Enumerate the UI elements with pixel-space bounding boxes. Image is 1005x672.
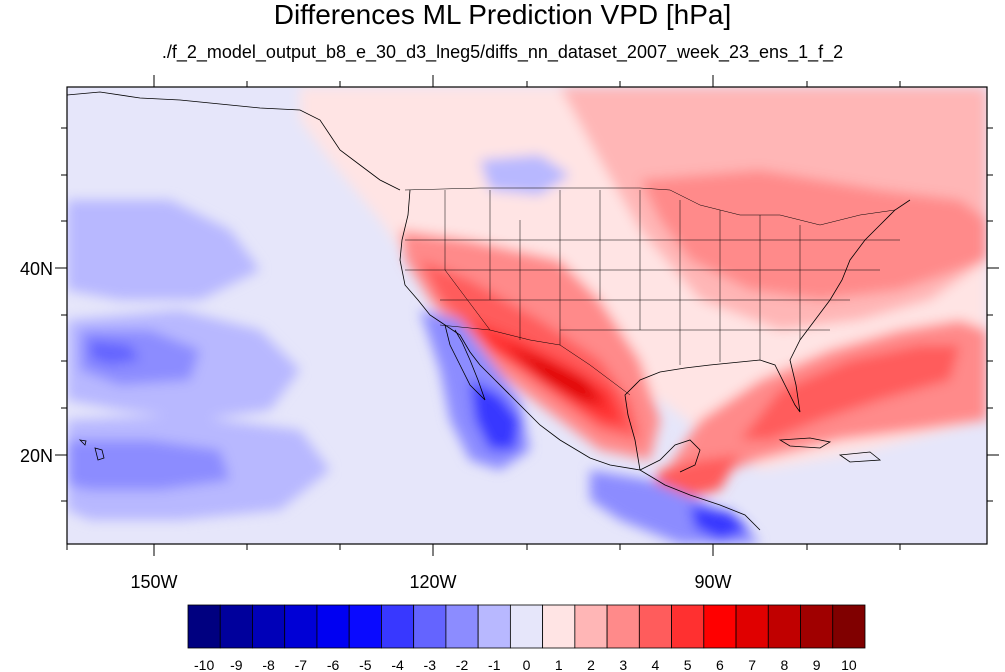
colorbar-box <box>252 604 286 649</box>
colorbar-box <box>638 604 672 649</box>
colorbar-label: 7 <box>748 657 756 672</box>
colorbar-label: 9 <box>813 657 821 672</box>
colorbar-label: -10 <box>194 657 214 672</box>
coastlines <box>67 91 911 531</box>
colorbar-label: -3 <box>424 657 437 672</box>
map-subtitle: ./f_2_model_output_b8_e_30_d3_lneg5/diff… <box>161 42 844 62</box>
colorbar-label: -4 <box>391 657 404 672</box>
lat-label-40n: 40N <box>20 259 53 279</box>
colorbar-label: 0 <box>523 657 531 672</box>
political-boundaries <box>404 187 900 396</box>
colorbar-box <box>284 604 318 649</box>
colorbar-label: 6 <box>716 657 724 672</box>
map-title: Differences ML Prediction VPD [hPa] <box>273 0 732 30</box>
colorbar-box <box>671 604 705 649</box>
colorbar-box <box>767 604 801 649</box>
colorbar-label: -8 <box>262 657 275 672</box>
colorbar-box <box>316 604 350 649</box>
colorbar-label: -2 <box>456 657 469 672</box>
lon-label-90w: 90W <box>694 572 731 592</box>
colorbar-box <box>445 604 479 649</box>
colorbar-label: -7 <box>295 657 308 672</box>
colorbar: -10 -9 -8 -7 -6 -5 -4 -3 -2 -1 0 1 2 3 4 5 6 7 8 9 10 <box>187 604 866 672</box>
colorbar-box <box>219 604 253 649</box>
colorbar-label: -1 <box>488 657 501 672</box>
colorbar-label: 4 <box>652 657 660 672</box>
colorbar-label: -5 <box>359 657 372 672</box>
colorbar-label: 3 <box>619 657 627 672</box>
colorbar-label: -9 <box>230 657 243 672</box>
colorbar-box <box>606 604 640 649</box>
colorbar-box <box>800 604 834 649</box>
colorbar-box <box>542 604 576 649</box>
axis-ticks <box>55 75 999 556</box>
field-shading <box>67 87 987 544</box>
colorbar-label: 8 <box>781 657 789 672</box>
colorbar-label: 1 <box>555 657 563 672</box>
colorbar-box <box>509 604 544 649</box>
colorbar-box <box>735 604 769 649</box>
lat-label-20n: 20N <box>20 446 53 466</box>
colorbar-label: 2 <box>587 657 595 672</box>
colorbar-label: -6 <box>327 657 340 672</box>
colorbar-label: 5 <box>684 657 692 672</box>
colorbar-label: 10 <box>841 657 857 672</box>
colorbar-box <box>413 604 447 649</box>
colorbar-box <box>477 604 511 649</box>
colorbar-box <box>381 604 415 649</box>
colorbar-box <box>832 604 866 649</box>
lon-label-120w: 120W <box>409 572 456 592</box>
colorbar-box <box>187 604 221 649</box>
colorbar-box <box>703 604 737 649</box>
colorbar-box <box>348 604 382 649</box>
lon-label-150w: 150W <box>130 572 177 592</box>
colorbar-box <box>574 604 608 649</box>
